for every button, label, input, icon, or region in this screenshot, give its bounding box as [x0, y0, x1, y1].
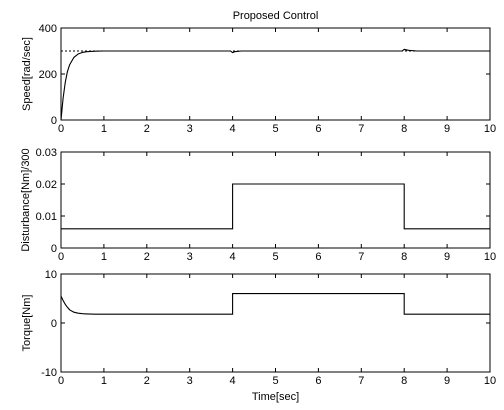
x-tick-label: 9	[444, 375, 450, 387]
x-tick-label: 8	[401, 375, 407, 387]
x-tick-label: 8	[401, 251, 407, 263]
x-tick-label: 3	[187, 251, 193, 263]
x-tick-label: 5	[272, 123, 278, 135]
x-tick-label: 0	[58, 251, 64, 263]
x-tick-label: 3	[187, 375, 193, 387]
x-tick-label: 10	[484, 375, 496, 387]
y-tick-label: 400	[39, 23, 57, 35]
y-tick-label: 0	[51, 115, 57, 127]
x-tick-label: 4	[230, 251, 236, 263]
y-axis-label: Torque[Nm]	[21, 295, 33, 352]
y-tick-label: 0.02	[36, 179, 57, 191]
x-tick-label: 1	[101, 251, 107, 263]
plot-frame	[60, 151, 491, 249]
x-tick-label: 5	[272, 251, 278, 263]
chart-panel-1: 0 1 2 3 4 5 6 7 8 9 10 0 0.01 0.02 0.03 Disturbance[Nm]…	[20, 147, 496, 263]
y-tick-label: 0	[51, 318, 57, 330]
plot-frame	[60, 273, 491, 373]
series-line	[60, 48, 490, 121]
x-tick-label: 1	[101, 375, 107, 387]
y-tick-label: 0	[51, 243, 57, 255]
y-axis-label: Disturbance[Nm]/300	[20, 148, 32, 251]
x-tick-label: 6	[315, 251, 321, 263]
x-tick-label: 4	[230, 123, 236, 135]
x-tick-label: 10	[484, 123, 496, 135]
y-tick-label: 10	[45, 269, 57, 281]
x-tick-label: 4	[230, 375, 236, 387]
y-tick-label: -10	[41, 367, 57, 379]
y-tick-label: 0.03	[36, 147, 57, 159]
x-tick-label: 9	[444, 251, 450, 263]
x-tick-label: 9	[444, 123, 450, 135]
x-tick-label: 2	[144, 123, 150, 135]
x-tick-label: 0	[58, 123, 64, 135]
x-tick-label: 10	[484, 251, 496, 263]
x-tick-label: 3	[187, 123, 193, 135]
plot-frame	[60, 27, 491, 121]
chart-title: Proposed Control	[233, 10, 319, 22]
y-axis-label: Speed[rad/sec]	[21, 37, 33, 111]
x-tick-label: 2	[144, 375, 150, 387]
x-tick-label: 7	[358, 251, 364, 263]
x-tick-label: 2	[144, 251, 150, 263]
chart-panel-0: 0 1 2 3 4 5 6 7 8 9 10 0 200 400 Proposed Control Speed…	[21, 10, 496, 135]
x-tick-label: 1	[101, 123, 107, 135]
x-tick-label: 7	[358, 123, 364, 135]
x-tick-label: 7	[358, 375, 364, 387]
y-tick-label: 200	[39, 69, 57, 81]
series-line	[60, 293, 490, 315]
x-tick-label: 5	[272, 375, 278, 387]
x-tick-label: 6	[315, 123, 321, 135]
x-axis-label: Time[sec]	[252, 391, 299, 403]
x-tick-label: 8	[401, 123, 407, 135]
series-line	[61, 183, 490, 230]
x-tick-label: 6	[315, 375, 321, 387]
x-tick-label: 0	[58, 375, 64, 387]
y-tick-label: 0.01	[36, 211, 57, 223]
